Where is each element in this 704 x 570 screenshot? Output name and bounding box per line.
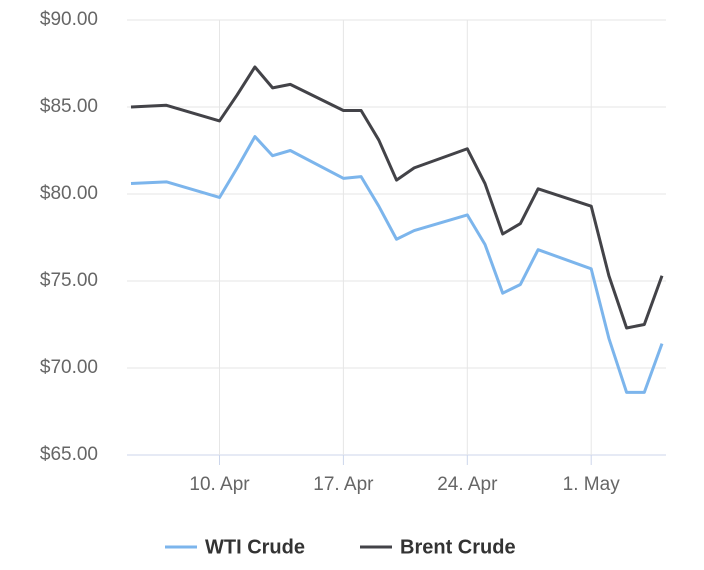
- series-line: [130, 65, 664, 330]
- y-tick-label: $85.00: [40, 96, 98, 117]
- x-tick-label: 10. Apr: [189, 474, 250, 495]
- series-line: [130, 135, 664, 394]
- y-tick-label: $75.00: [40, 270, 98, 291]
- y-tick-label: $70.00: [40, 357, 98, 378]
- y-tick-label: $80.00: [40, 183, 98, 204]
- legend-label[interactable]: WTI Crude: [205, 536, 305, 558]
- x-tick-label: 24. Apr: [437, 474, 498, 495]
- y-tick-label: $65.00: [40, 444, 98, 465]
- legend-label[interactable]: Brent Crude: [400, 536, 516, 558]
- x-tick-label: 17. Apr: [313, 474, 374, 495]
- y-tick-label: $90.00: [40, 9, 98, 30]
- x-tick-label: 1. May: [563, 474, 621, 495]
